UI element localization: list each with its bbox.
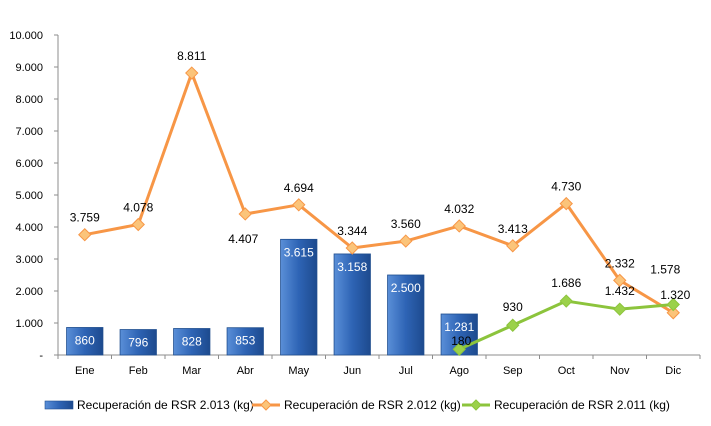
line-value-label: 1.320 (660, 288, 690, 302)
bar (333, 253, 371, 356)
y-tick-label: 6.000 (15, 158, 43, 170)
line-value-label: 4.694 (284, 181, 314, 195)
line-marker (506, 318, 520, 332)
bar-value-label: 2.500 (391, 281, 421, 295)
x-tick-label: Nov (610, 365, 630, 377)
x-tick-label: Mar (182, 365, 201, 377)
bar-series (66, 238, 478, 356)
bar (280, 238, 318, 356)
line-value-label: 1.686 (551, 276, 581, 290)
legend-marker (260, 399, 272, 411)
legend-label: Recuperación de RSR 2.011 (kg) (494, 398, 670, 412)
line-2011 (458, 299, 674, 351)
bar-value-label: 828 (182, 335, 202, 349)
y-tick-label: 1.000 (15, 318, 43, 330)
bar-value-label: 860 (75, 333, 95, 347)
line-marker (559, 294, 573, 308)
line-marker (238, 207, 252, 221)
y-tick-label: 7.000 (15, 126, 43, 138)
bar-value-label: 1.281 (444, 320, 474, 334)
line-marker (78, 228, 92, 242)
line-value-label: 180 (451, 334, 471, 348)
x-tick-label: Ene (75, 365, 95, 377)
line-value-label: 930 (503, 300, 523, 314)
line-marker (399, 234, 413, 248)
x-tick-label: Oct (558, 365, 575, 377)
line-marker (613, 302, 627, 316)
bar-value-label: 3.158 (337, 260, 367, 274)
x-tick-label: Feb (129, 365, 148, 377)
y-tick-label: 10.000 (9, 30, 43, 42)
line-value-label: 4.730 (551, 180, 581, 194)
y-tick-label: 4.000 (15, 222, 43, 234)
y-tick-label: - (39, 350, 43, 362)
line-marker (452, 219, 466, 233)
line-value-label: 3.560 (391, 217, 421, 231)
line-value-label: 2.332 (605, 256, 635, 270)
line-value-label: 3.344 (337, 224, 367, 238)
bar (387, 274, 425, 356)
x-tick-label: May (288, 365, 309, 377)
line-series (78, 66, 680, 356)
line-marker (559, 196, 573, 211)
line-marker (292, 198, 306, 212)
line-value-label: 4.032 (444, 202, 474, 216)
x-tick-label: Abr (237, 365, 254, 377)
line-marker (452, 342, 466, 356)
line-marker (666, 306, 680, 320)
legend-swatch-bar (44, 400, 74, 410)
y-tick-label: 2.000 (15, 286, 43, 298)
line-value-label: 1.578 (650, 263, 680, 277)
line-2012 (84, 71, 675, 315)
y-tick-label: 5.000 (15, 190, 43, 202)
bar-value-label: 796 (128, 336, 148, 350)
line-marker (131, 217, 145, 232)
line-marker (185, 66, 199, 80)
legend-label: Recuperación de RSR 2.012 (kg) (284, 398, 461, 412)
y-tick-label: 8.000 (15, 94, 43, 106)
line-value-label: 4.407 (228, 232, 258, 246)
bar (66, 327, 104, 356)
bar (226, 327, 264, 356)
line-value-label: 3.759 (70, 211, 100, 225)
line-value-label: 4.078 (123, 201, 153, 215)
legend-marker (470, 399, 482, 411)
y-tick-label: 3.000 (15, 254, 43, 266)
bar-value-label: 3.615 (284, 245, 314, 259)
legend: Recuperación de RSR 2.013 (kg) Recuperaci… (44, 398, 670, 412)
x-tick-label: Jun (343, 365, 361, 377)
legend-label: Recuperación de RSR 2.013 (kg) (77, 398, 254, 412)
y-tick-label: 9.000 (15, 62, 43, 74)
bar-value-label: 853 (235, 334, 255, 348)
x-tick-label: Sep (503, 365, 523, 377)
bar (119, 329, 157, 356)
y-axis: - 1.000 2.000 3.000 4.000 5.000 6.000 7.000 8.00… (9, 30, 59, 362)
line-value-label: 8.811 (177, 49, 206, 63)
line-marker (506, 239, 520, 253)
line-value-label: 3.413 (498, 222, 528, 236)
x-tick-label: Ago (449, 365, 469, 377)
line-value-label: 1.432 (605, 284, 635, 298)
line-marker (345, 241, 359, 255)
line-marker (613, 273, 627, 288)
x-axis: Ene Feb Mar Abr May Jun Jul Ago Sep Oct Nov Dic (57, 354, 701, 377)
data-labels: 860 796 828 853 3.615 3.158 2.500 1.281 3.759 4.0… (70, 49, 691, 349)
bar (173, 328, 211, 356)
x-tick-label: Dic (665, 365, 681, 377)
x-tick-label: Jul (399, 365, 413, 377)
line-marker (666, 297, 680, 312)
